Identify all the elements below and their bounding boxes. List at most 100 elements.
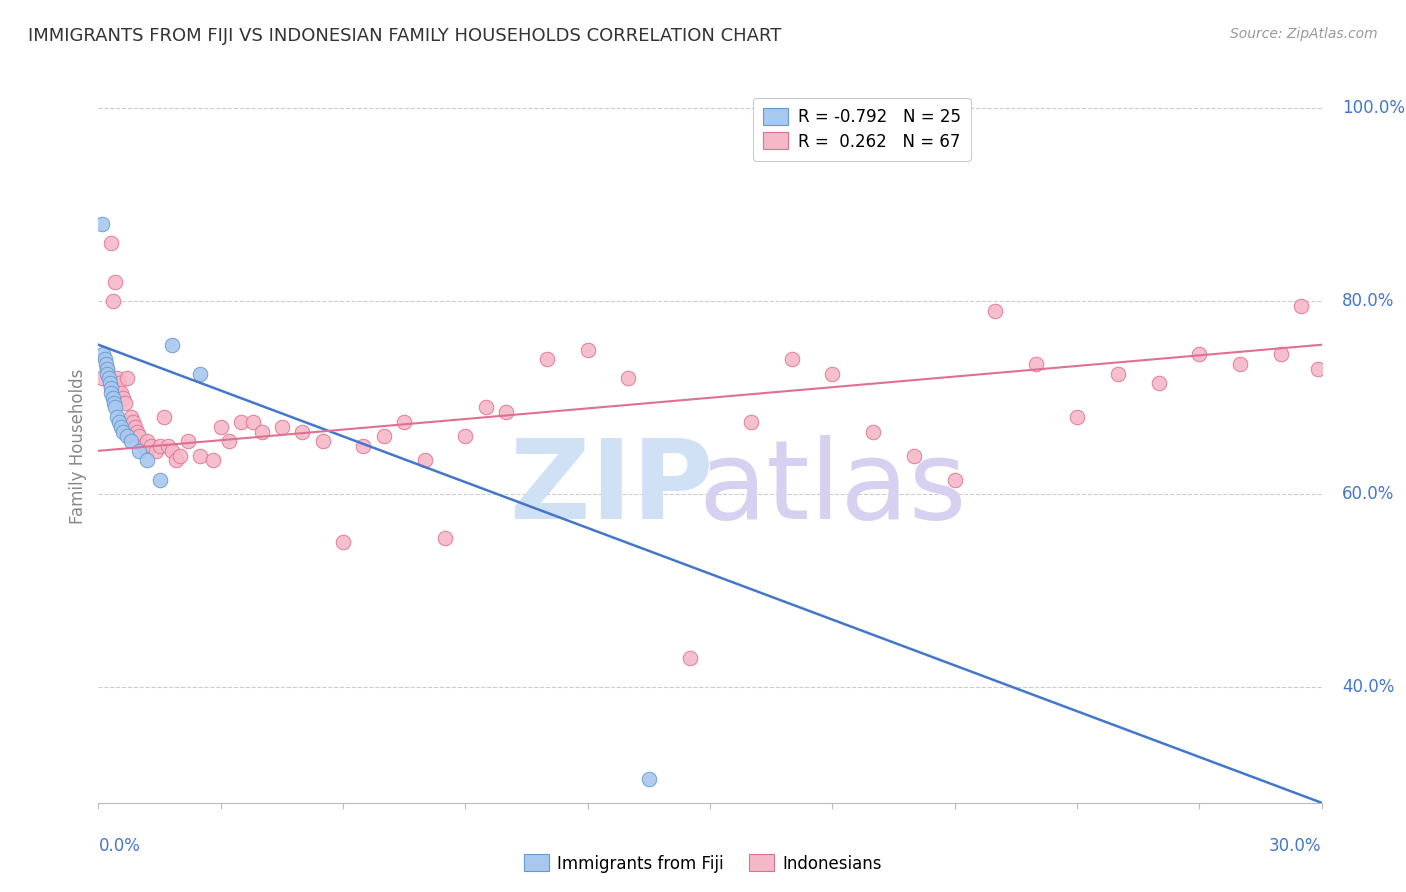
Point [118,415,141,429]
Point [1066,410,1088,425]
Point [108,376,131,391]
Point [101,391,124,405]
Point [454,429,477,443]
Text: atlas: atlas [699,435,966,542]
Point [128,443,150,458]
Point [1291,299,1313,313]
Point [637,772,661,786]
Point [291,425,314,439]
Point [124,419,146,434]
Point [1229,357,1251,371]
Legend: Immigrants from Fiji, Indonesians: Immigrants from Fiji, Indonesians [517,847,889,880]
Point [1270,347,1292,361]
Point [156,439,179,453]
Point [120,434,142,449]
Point [160,337,183,351]
Point [132,439,155,453]
Point [1306,362,1329,376]
Point [1025,357,1047,371]
Point [903,449,925,463]
Point [392,415,416,429]
Point [110,386,132,401]
Point [576,343,599,357]
Point [101,294,124,309]
Point [617,371,640,385]
Point [110,419,132,434]
Point [91,347,114,361]
Point [188,367,212,381]
Point [352,439,374,453]
Point [1107,367,1129,381]
Y-axis label: Family Households: Family Households [69,368,87,524]
Text: 0.0%: 0.0% [98,837,141,855]
Point [1147,376,1170,391]
Point [94,357,117,371]
Point [312,434,335,449]
Point [97,371,120,385]
Point [105,371,128,385]
Point [177,434,200,449]
Point [740,415,762,429]
Point [332,535,354,549]
Point [114,395,136,409]
Point [188,449,212,463]
Point [160,443,183,458]
Point [136,453,159,467]
Point [96,362,118,376]
Point [231,415,253,429]
Point [136,434,159,449]
Point [270,419,294,434]
Point [98,376,121,391]
Text: 40.0%: 40.0% [1341,678,1395,696]
Point [105,410,128,425]
Point [201,453,224,467]
Point [165,453,187,467]
Point [474,401,498,415]
Point [862,425,884,439]
Point [91,371,114,385]
Point [943,473,966,487]
Point [152,410,174,425]
Point [218,434,240,449]
Point [111,391,134,405]
Point [536,352,558,367]
Point [104,275,127,289]
Point [149,473,172,487]
Point [111,425,134,439]
Point [780,352,803,367]
Point [169,449,191,463]
Point [984,304,1007,318]
Text: 60.0%: 60.0% [1341,485,1395,503]
Text: IMMIGRANTS FROM FIJI VS INDONESIAN FAMILY HOUSEHOLDS CORRELATION CHART: IMMIGRANTS FROM FIJI VS INDONESIAN FAMIL… [28,27,782,45]
Point [495,405,517,419]
Point [1188,347,1211,361]
Point [127,425,149,439]
Legend: R = -0.792   N = 25, R =  0.262   N = 67: R = -0.792 N = 25, R = 0.262 N = 67 [752,97,970,161]
Point [96,362,118,376]
Point [145,443,167,458]
Point [100,236,122,251]
Point [149,439,172,453]
Point [242,415,264,429]
Point [93,352,115,367]
Point [115,429,138,443]
Point [100,386,122,401]
Point [103,395,125,409]
Text: 30.0%: 30.0% [1270,837,1322,855]
Text: 100.0%: 100.0% [1341,100,1405,118]
Point [821,367,844,381]
Point [141,439,163,453]
Point [209,419,232,434]
Point [373,429,395,443]
Point [128,429,150,443]
Point [433,531,456,545]
Point [679,651,702,665]
Point [100,381,122,395]
Text: Source: ZipAtlas.com: Source: ZipAtlas.com [1230,27,1378,41]
Point [122,415,145,429]
Point [108,415,131,429]
Point [104,401,127,415]
Point [250,425,273,439]
Text: ZIP: ZIP [510,435,714,542]
Point [115,371,138,385]
